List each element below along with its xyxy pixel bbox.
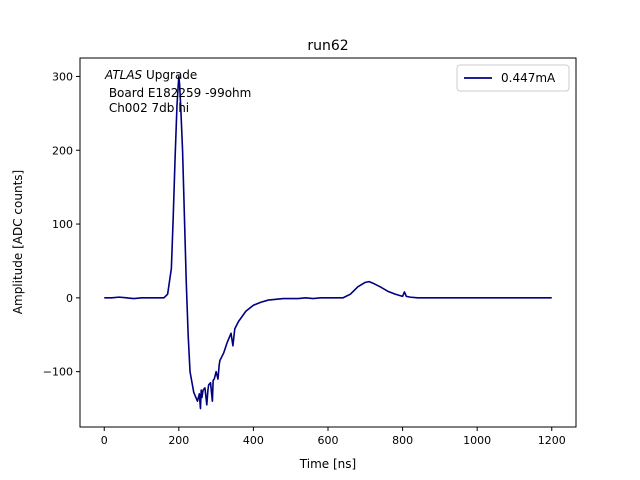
x-tick-label: 800: [392, 434, 413, 447]
y-axis: −100 0 100 200 300: [43, 70, 80, 379]
x-tick-label: 0: [101, 434, 108, 447]
legend: 0.447mA: [456, 64, 570, 92]
y-tick-label: 0: [66, 292, 73, 305]
atlas-annotation: ATLAS Upgrade Board E182259 -99ohm Ch002…: [104, 68, 251, 115]
y-tick-label: −100: [43, 366, 73, 379]
atlas-italic-label: ATLAS: [104, 68, 143, 82]
x-axis-label: Time [ns]: [299, 457, 356, 471]
y-tick-label: 100: [52, 218, 73, 231]
x-tick-label: 1000: [463, 434, 491, 447]
y-axis-label: Amplitude [ADC counts]: [11, 170, 25, 314]
y-tick-label: 300: [52, 70, 73, 83]
x-tick-label: 600: [318, 434, 339, 447]
channel-label: Ch002 7db hi: [105, 101, 189, 115]
legend-box: [456, 64, 570, 92]
x-tick-label: 1200: [538, 434, 566, 447]
board-label: Board E182259 -99ohm: [105, 86, 251, 100]
x-tick-label: 200: [168, 434, 189, 447]
series-line-0: [104, 75, 552, 410]
chart-title: run62: [307, 38, 348, 54]
y-tick-label: 200: [52, 144, 73, 157]
series-layer: [104, 75, 552, 410]
atlas-upgrade-label: Upgrade: [142, 68, 197, 82]
svg-text:ATLAS Upgrade: ATLAS Upgrade: [104, 68, 197, 82]
x-tick-label: 400: [243, 434, 264, 447]
x-axis: 0 200 400 600 800 1000 1200: [101, 427, 566, 447]
legend-label: 0.447mA: [501, 71, 556, 85]
